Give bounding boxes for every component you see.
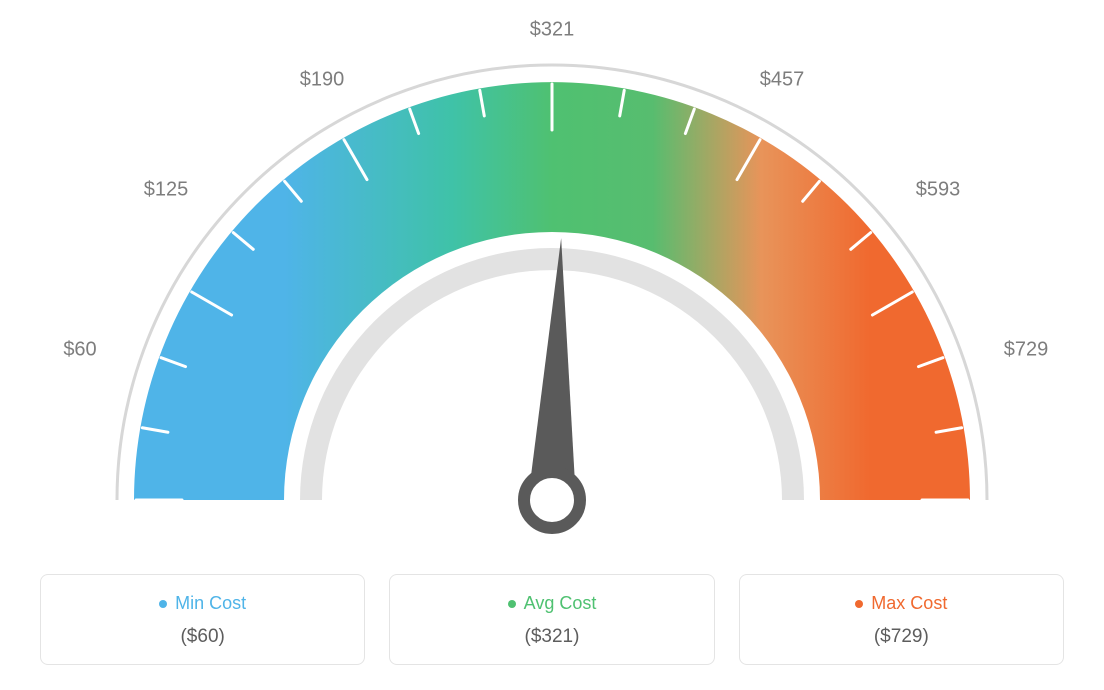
gauge-tick-label: $593 xyxy=(916,179,961,202)
legend-card-avg: Avg Cost ($321) xyxy=(389,574,714,665)
legend-dot-min xyxy=(159,600,167,608)
legend-title-max: Max Cost xyxy=(855,593,947,614)
legend-label-max: Max Cost xyxy=(871,593,947,614)
legend-card-max: Max Cost ($729) xyxy=(739,574,1064,665)
legend-value-max: ($729) xyxy=(752,626,1051,648)
gauge-tick-label: $125 xyxy=(144,179,189,202)
legend-value-avg: ($321) xyxy=(402,626,701,648)
gauge-tick-label: $457 xyxy=(760,69,805,92)
gauge-tick-label: $321 xyxy=(530,19,575,42)
legend-value-min: ($60) xyxy=(53,626,352,648)
legend-title-min: Min Cost xyxy=(159,593,246,614)
gauge-tick-label: $729 xyxy=(1004,339,1049,362)
gauge-svg xyxy=(0,0,1104,560)
legend-label-avg: Avg Cost xyxy=(524,593,597,614)
legend-label-min: Min Cost xyxy=(175,593,246,614)
cost-gauge-widget: $60 $125 $190 $321 $457 $593 $729 Min Cost ($6… xyxy=(0,0,1104,690)
legend-row: Min Cost ($60) Avg Cost ($321) Max Cost … xyxy=(40,574,1064,665)
gauge-tick-label: $60 xyxy=(63,339,96,362)
gauge-tick-label: $190 xyxy=(300,69,345,92)
legend-title-avg: Avg Cost xyxy=(508,593,597,614)
legend-dot-avg xyxy=(508,600,516,608)
legend-dot-max xyxy=(855,600,863,608)
gauge-chart: $60 $125 $190 $321 $457 $593 $729 xyxy=(0,0,1104,560)
legend-card-min: Min Cost ($60) xyxy=(40,574,365,665)
